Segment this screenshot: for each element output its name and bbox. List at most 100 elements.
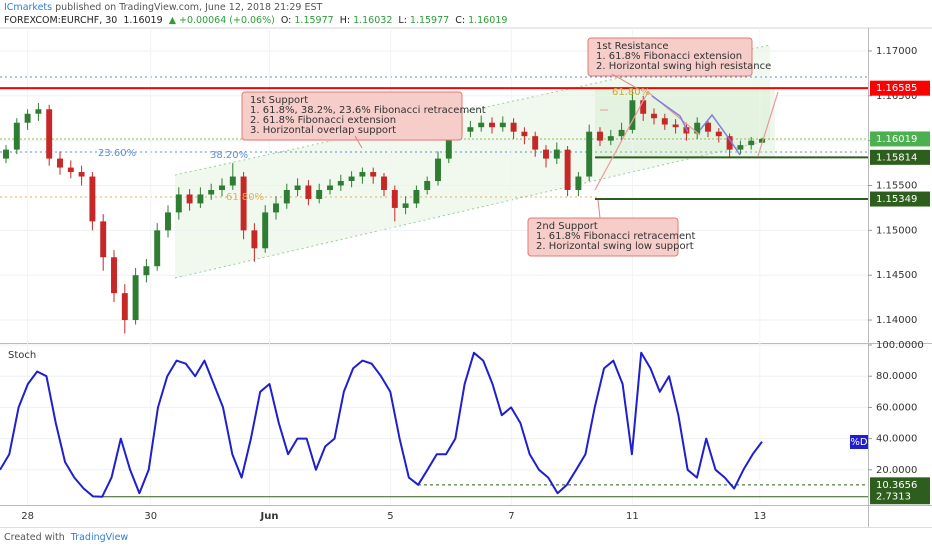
h-label: H: (339, 15, 351, 26)
o-value: 1.15977 (294, 15, 334, 26)
candle-body (672, 124, 679, 128)
candle-body (121, 293, 128, 321)
o-label: O: (280, 15, 292, 26)
candle-body (759, 138, 765, 143)
candle-body (348, 176, 355, 182)
candle-body (521, 131, 528, 137)
candle-body (543, 149, 549, 159)
symbol: FOREXCOM:EURCHF, 30 (4, 15, 118, 26)
y-tick-label: 1.16500 (876, 91, 917, 102)
level-badge (870, 131, 930, 147)
callout-text: 3. Horizontal overlap support (250, 125, 396, 136)
callout-text: 2. 61.8% Fibonacci extension (250, 115, 396, 126)
candle-body (46, 109, 53, 159)
callout-box (241, 91, 463, 141)
fib-label: 38.20% (210, 150, 248, 161)
callout-pointer (597, 199, 601, 219)
candle-body (370, 172, 377, 177)
level-badge (870, 477, 930, 493)
candle-body (575, 176, 582, 190)
level-badge (870, 489, 930, 505)
candle-body (510, 122, 517, 132)
x-tick-label: 5 (387, 511, 393, 522)
callout-text: 1. 61.8% Fibonacci extension (596, 51, 742, 62)
y-tick-label: 1.14000 (876, 315, 917, 326)
header-line-1: ICmarkets published on TradingView.com, J… (4, 2, 325, 13)
change: ▲ +0.00064 (+0.06%) (168, 15, 275, 26)
candle-body (629, 100, 636, 130)
candle-body (57, 158, 63, 168)
candle-body (489, 122, 495, 128)
candle-body (262, 212, 269, 249)
wave-arrow (699, 113, 741, 156)
candle-body (435, 158, 441, 182)
level-label: 1.16585 (876, 83, 917, 94)
candle-body (24, 113, 31, 123)
author[interactable]: ICmarkets (4, 2, 53, 13)
candle-body (748, 140, 755, 146)
callout-text: 1. 61.8%, 38.2%, 23.6% Fibonacci retrace… (250, 105, 486, 116)
fib-label: 23.60% (98, 148, 136, 159)
candle-body (359, 172, 366, 177)
callout-box (587, 37, 753, 77)
level-badge (870, 191, 930, 207)
x-tick-label: 11 (626, 511, 639, 522)
callout-text: 2. Horizontal swing low support (536, 241, 694, 252)
stoch-line (0, 351, 763, 498)
pane-title: Stoch (8, 350, 36, 361)
candle-body (651, 113, 657, 119)
candle-body (715, 131, 722, 137)
level-label: 2.7313 (876, 492, 911, 503)
candle-body (100, 221, 107, 258)
candle-body (705, 122, 711, 132)
c-value: 1.16019 (468, 15, 508, 26)
y-tick-label: 100.0000 (876, 340, 924, 351)
fib-label: 61.80% (226, 192, 264, 203)
legend-badge (850, 435, 868, 449)
candle-body (381, 176, 387, 190)
candle-body (251, 230, 258, 249)
y-tick-label: 1.15500 (876, 181, 917, 192)
candle-body (478, 122, 485, 128)
candle-body (413, 189, 420, 204)
candle-body (597, 131, 603, 141)
level-label: 1.16019 (876, 134, 917, 145)
channel-upper (174, 44, 771, 176)
callout-text: 1st Support (250, 95, 308, 106)
candle-body (402, 203, 409, 208)
l-value: 1.15977 (409, 15, 450, 26)
brand-link[interactable]: TradingView (70, 532, 129, 543)
x-tick-label: 13 (753, 511, 766, 522)
candle-body (89, 176, 96, 222)
candle-body (564, 149, 571, 190)
callout-box (527, 217, 679, 257)
x-tick-label: 7 (508, 511, 514, 522)
footer: Created with TradingView (4, 532, 128, 543)
candle-body (726, 136, 733, 150)
candle-body (467, 127, 474, 132)
channel-fill (175, 45, 770, 278)
candle-body (165, 212, 171, 231)
level-badge (870, 80, 930, 96)
candle-body (661, 118, 668, 125)
level-label: 1.15814 (876, 152, 917, 163)
published: published on TradingView.com, June 12, 2… (55, 2, 323, 13)
candle-body (391, 189, 398, 208)
x-tick-label: 28 (21, 511, 34, 522)
candle-body (229, 176, 236, 186)
y-tick-label: 40.0000 (876, 434, 917, 445)
y-tick-label: 1.14500 (876, 270, 917, 281)
y-tick-label: 1.15000 (876, 225, 917, 236)
candle-body (640, 100, 647, 114)
level-label: 10.3656 (876, 480, 917, 491)
y-tick-label: 1.17000 (876, 46, 917, 57)
candle-body (694, 122, 701, 134)
legend-label: %D (850, 437, 868, 448)
level-label: 1.15349 (876, 194, 917, 205)
y-tick-label: 80.0000 (876, 371, 917, 382)
callout-pointer (611, 73, 641, 91)
candle-body (553, 149, 560, 159)
callout-pointer (354, 135, 363, 149)
candle-body (618, 129, 625, 137)
